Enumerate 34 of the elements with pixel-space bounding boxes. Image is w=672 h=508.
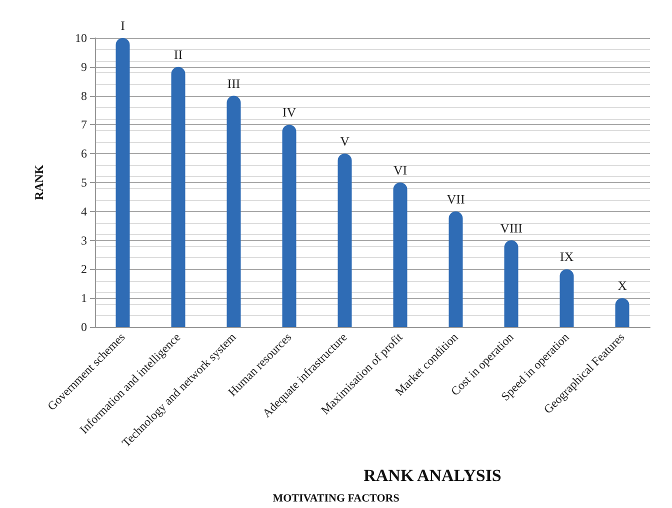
- data-label: VIII: [500, 220, 522, 236]
- data-label: VI: [393, 162, 408, 178]
- bar: [171, 66, 186, 327]
- y-tick-label: 2: [81, 262, 87, 276]
- bar: [393, 182, 408, 327]
- bar: [338, 154, 352, 327]
- y-axis-title: RANK: [32, 164, 46, 200]
- bar: [560, 269, 574, 327]
- data-label: III: [227, 76, 240, 91]
- x-axis-title: RANK ANALYSIS: [364, 466, 502, 485]
- data-label: I: [120, 18, 125, 33]
- data-label: IX: [560, 249, 574, 264]
- y-tick-label: 6: [81, 146, 87, 161]
- bar: [448, 211, 463, 327]
- y-tick-label: 8: [81, 88, 87, 103]
- y-tick-label: 9: [81, 60, 87, 74]
- bar: [504, 240, 518, 327]
- bar: [116, 38, 130, 327]
- y-tick-label: 7: [81, 118, 87, 132]
- bar: [615, 298, 630, 327]
- data-label: VII: [446, 191, 465, 206]
- y-tick-label: 1: [81, 291, 87, 306]
- data-label: II: [174, 46, 183, 62]
- y-tick-label: 10: [75, 31, 87, 45]
- text: MOTIVATING FACTORS: [272, 492, 400, 504]
- y-tick-label: 4: [81, 204, 87, 218]
- bar: [282, 124, 296, 327]
- y-tick-label: 3: [81, 233, 87, 248]
- y-tick-label: 5: [81, 176, 87, 190]
- bar: [226, 96, 241, 327]
- y-tick-label: 0: [81, 320, 87, 334]
- data-label: X: [618, 278, 628, 294]
- data-label: V: [340, 134, 350, 149]
- data-label: IV: [282, 104, 297, 120]
